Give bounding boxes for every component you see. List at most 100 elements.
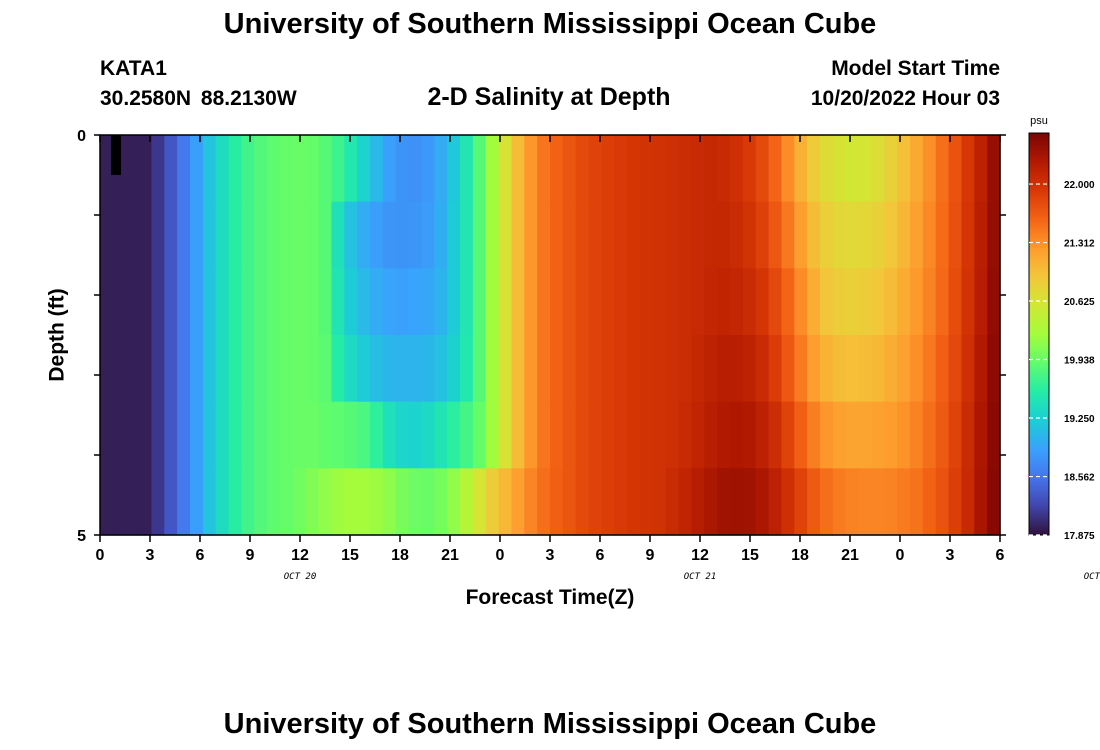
heatmap-cell: [884, 135, 898, 203]
heatmap-cell: [691, 335, 705, 403]
heatmap-cell: [575, 335, 590, 403]
heatmap-cell: [125, 468, 140, 536]
heatmap-cell: [730, 268, 744, 336]
heatmap-cell: [974, 135, 988, 203]
heatmap-cell: [974, 401, 988, 469]
heatmap-cell: [485, 468, 500, 536]
heatmap-cell: [550, 468, 564, 536]
heatmap-cell: [678, 268, 693, 336]
heatmap-cell: [832, 335, 847, 403]
heatmap-cell: [344, 468, 358, 536]
heatmap-cell: [575, 268, 590, 336]
heatmap-cell: [678, 401, 693, 469]
heatmap-cell: [897, 468, 911, 536]
heatmap-cell: [318, 201, 333, 269]
heatmap-cell: [421, 468, 435, 536]
heatmap-cell: [318, 468, 333, 536]
heatmap-cell: [768, 201, 783, 269]
heatmap-cell: [267, 135, 281, 203]
colorbar: psu 22.000 21.312 20.625 19.938 19.250 18.562…: [1028, 115, 1095, 542]
chart-title: 2-D Salinity at Depth: [427, 83, 671, 111]
heatmap-cell: [382, 468, 397, 536]
heatmap-cell: [498, 335, 513, 403]
heatmap-cell: [357, 135, 371, 203]
heatmap-cell: [254, 268, 268, 336]
heatmap-cell: [717, 201, 731, 269]
model-start-label: Model Start Time: [831, 57, 1000, 80]
heatmap-cell: [562, 268, 577, 336]
heatmap-cell: [370, 135, 384, 203]
heatmap-cell: [691, 401, 705, 469]
heatmap-cell: [691, 201, 705, 269]
heatmap-cell: [151, 468, 165, 536]
heatmap-cell: [228, 135, 243, 203]
heatmap-cell: [421, 335, 435, 403]
heatmap-cell: [100, 201, 114, 269]
heatmap-cell: [537, 468, 551, 536]
heatmap-cell: [858, 468, 873, 536]
heatmap-cell: [382, 135, 397, 203]
heatmap-cell: [987, 335, 1001, 403]
heatmap-cell: [640, 201, 654, 269]
heatmap-cell: [280, 201, 294, 269]
heatmap-cell: [601, 135, 615, 203]
heatmap-cell: [524, 468, 538, 536]
heatmap-cell: [627, 201, 641, 269]
x-tick-label: 3: [546, 547, 555, 564]
heatmap-cell: [177, 135, 191, 203]
x-axis-label: Forecast Time(Z): [466, 586, 635, 609]
y-tick-label: 0: [77, 128, 86, 145]
heatmap-cell: [627, 335, 641, 403]
heatmap-cell: [344, 401, 358, 469]
colorbar-tick-label: 18.562: [1064, 473, 1095, 484]
heatmap-cell: [202, 201, 217, 269]
heatmap-cell: [562, 468, 577, 536]
heatmap-cell: [961, 468, 975, 536]
heatmap-cell: [845, 468, 860, 536]
heatmap-cell: [318, 401, 333, 469]
heatmap-cell: [318, 268, 333, 336]
heatmap-cell: [215, 468, 230, 536]
heatmap-cell: [910, 335, 924, 403]
heatmap-cell: [537, 335, 551, 403]
heatmap-cell: [691, 268, 705, 336]
heatmap-cell: [832, 201, 847, 269]
x-tick-label: 3: [146, 547, 155, 564]
heatmap-cell: [614, 335, 628, 403]
heatmap-cell: [447, 468, 461, 536]
heatmap-cell: [640, 335, 654, 403]
heatmap-cell: [987, 268, 1001, 336]
heatmap-cell: [768, 335, 783, 403]
heatmap-cell: [961, 335, 975, 403]
heatmap-cell: [717, 335, 731, 403]
heatmap-cell: [485, 201, 500, 269]
station-coordinates: 30.2580N 88.2130W: [100, 87, 297, 110]
heatmap-cell: [550, 401, 564, 469]
heatmap-cell: [730, 335, 744, 403]
heatmap-cell: [678, 135, 693, 203]
heatmap-cell: [241, 335, 255, 403]
heatmap-cell: [768, 401, 783, 469]
heatmap-cell: [190, 401, 204, 469]
heatmap-cell: [614, 401, 628, 469]
heatmap-cell: [357, 201, 371, 269]
heatmap-cell: [922, 201, 937, 269]
heatmap-cell: [177, 268, 191, 336]
heatmap-cell: [112, 201, 127, 269]
heatmap-cell: [845, 201, 860, 269]
x-date-label: OCT 22: [1084, 572, 1100, 582]
heatmap-cell: [164, 401, 178, 469]
heatmap-cell: [562, 135, 577, 203]
heatmap-cell: [871, 201, 885, 269]
heatmap-cell: [318, 335, 333, 403]
heatmap-cell: [742, 468, 757, 536]
heatmap-cell: [897, 201, 911, 269]
heatmap-cell: [640, 135, 654, 203]
heatmap-cell: [357, 335, 371, 403]
heatmap-cell: [254, 201, 268, 269]
heatmap-cell: [472, 401, 487, 469]
heatmap-cell: [832, 135, 847, 203]
heatmap-cell: [202, 468, 217, 536]
heatmap-cell: [807, 401, 821, 469]
